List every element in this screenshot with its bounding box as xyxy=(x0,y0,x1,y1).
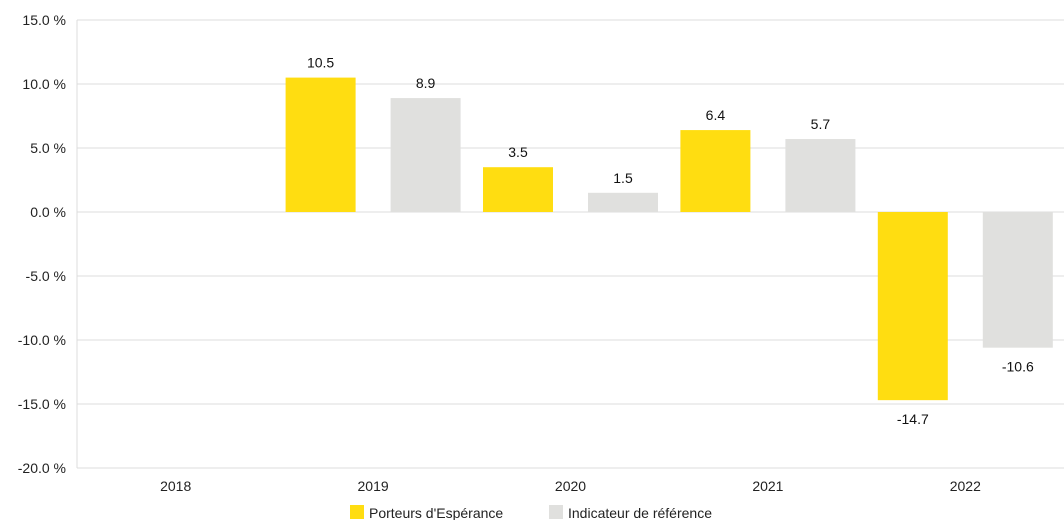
legend-label: Indicateur de référence xyxy=(568,505,712,520)
x-tick-label: 2021 xyxy=(752,478,783,494)
legend-swatch xyxy=(350,505,364,519)
bar-porteurs-2019 xyxy=(285,77,356,212)
data-label: 10.5 xyxy=(307,55,334,71)
data-label: 6.4 xyxy=(706,107,726,123)
bar-porteurs-2022 xyxy=(877,212,948,401)
legend-swatch xyxy=(549,505,563,519)
y-tick-label: 5.0 % xyxy=(30,140,66,156)
legend-label: Porteurs d'Espérance xyxy=(369,505,503,520)
y-tick-label: 0.0 % xyxy=(30,204,66,220)
bar-indicateur-2022 xyxy=(982,212,1053,348)
data-label: 1.5 xyxy=(613,170,633,186)
data-label: 3.5 xyxy=(508,144,528,160)
x-tick-label: 2022 xyxy=(950,478,981,494)
x-tick-label: 2020 xyxy=(555,478,586,494)
legend: Porteurs d'Espérance Indicateur de référe… xyxy=(350,505,712,520)
y-tick-label: 15.0 % xyxy=(22,12,66,28)
x-axis-ticks: 2018 2019 2020 2021 2022 xyxy=(160,478,981,494)
data-labels: 10.5 8.9 3.5 1.5 6.4 5.7 -14.7 -10.6 xyxy=(307,55,1034,428)
bar-indicateur-2020 xyxy=(588,192,658,212)
bar-porteurs-2020 xyxy=(483,167,553,212)
y-tick-label: -5.0 % xyxy=(26,268,66,284)
data-label: 8.9 xyxy=(416,75,436,91)
data-label: -14.7 xyxy=(897,411,929,427)
bar-porteurs-2021 xyxy=(680,130,751,212)
y-tick-label: 10.0 % xyxy=(22,76,66,92)
y-tick-label: -20.0 % xyxy=(18,460,66,476)
x-tick-label: 2018 xyxy=(160,478,191,494)
y-axis-ticks: 15.0 % 10.0 % 5.0 % 0.0 % -5.0 % -10.0 % -15.0… xyxy=(18,12,66,476)
y-tick-label: -10.0 % xyxy=(18,332,66,348)
x-tick-label: 2019 xyxy=(358,478,389,494)
data-label: 5.7 xyxy=(811,116,831,132)
bars xyxy=(285,77,1053,401)
bar-indicateur-2021 xyxy=(785,139,856,212)
bar-indicateur-2019 xyxy=(390,98,461,212)
gridlines xyxy=(76,19,1064,469)
data-label: -10.6 xyxy=(1002,359,1034,375)
y-tick-label: -15.0 % xyxy=(18,396,66,412)
